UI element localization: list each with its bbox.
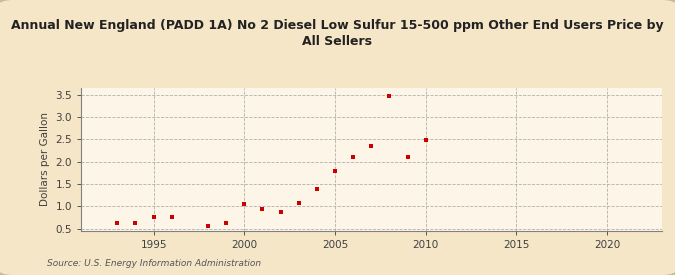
Point bbox=[166, 214, 177, 219]
Text: Annual New England (PADD 1A) No 2 Diesel Low Sulfur 15-500 ppm Other End Users P: Annual New England (PADD 1A) No 2 Diesel… bbox=[11, 19, 664, 48]
Point bbox=[257, 207, 268, 211]
Point bbox=[421, 138, 431, 142]
Point bbox=[366, 144, 377, 148]
Point bbox=[384, 94, 395, 99]
Point bbox=[402, 155, 413, 160]
Point bbox=[329, 169, 340, 173]
Point bbox=[148, 214, 159, 219]
Point bbox=[112, 221, 123, 226]
Point bbox=[293, 201, 304, 205]
Point bbox=[221, 220, 232, 225]
Point bbox=[311, 187, 322, 192]
Point bbox=[348, 155, 358, 160]
Point bbox=[239, 202, 250, 206]
Y-axis label: Dollars per Gallon: Dollars per Gallon bbox=[40, 112, 50, 207]
Point bbox=[202, 223, 213, 228]
Text: Source: U.S. Energy Information Administration: Source: U.S. Energy Information Administ… bbox=[47, 259, 261, 268]
Point bbox=[275, 210, 286, 214]
Point bbox=[130, 221, 141, 225]
